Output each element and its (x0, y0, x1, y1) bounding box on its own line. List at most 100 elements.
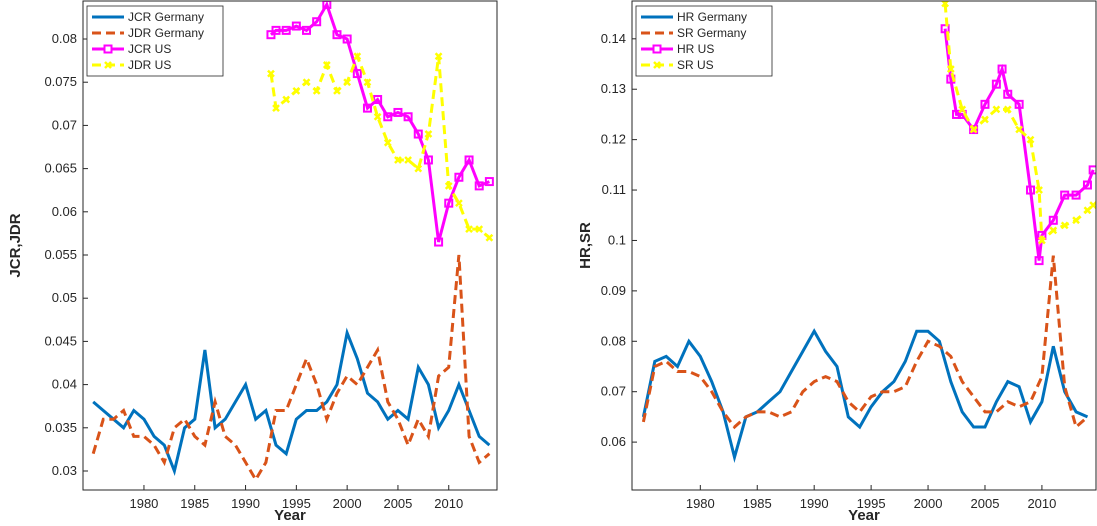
marker (981, 115, 989, 124)
series-line (91, 254, 491, 483)
marker (383, 138, 392, 147)
series-group (641, 1, 1096, 464)
legend-label: HR Germany (677, 10, 747, 24)
axes-box (631, 0, 1097, 491)
series-line (641, 328, 1089, 464)
legend-marker (103, 44, 113, 54)
marker (342, 34, 352, 44)
y-tick-label: 0.07 (601, 384, 626, 399)
x-tick-label: 1985 (743, 496, 772, 511)
marker (393, 107, 403, 117)
marker (363, 78, 372, 87)
x-tick-label: 1985 (180, 496, 209, 511)
x-tick-label: 2010 (1027, 496, 1056, 511)
x-tick-label: 1980 (686, 496, 715, 511)
marker (413, 129, 423, 139)
marker (1060, 190, 1070, 200)
marker (1060, 221, 1069, 230)
marker (312, 86, 321, 95)
y-tick-label: 0.03 (52, 463, 77, 478)
marker (1026, 185, 1036, 195)
y-tick-label: 0.09 (601, 283, 626, 298)
marker (454, 172, 464, 182)
marker (292, 86, 301, 95)
marker (941, 1, 950, 8)
y-tick-label: 0.04 (52, 377, 77, 392)
legend-marker (653, 61, 661, 69)
marker (1072, 216, 1080, 225)
series-group (91, 1, 494, 483)
x-tick-label: 1980 (129, 496, 158, 511)
marker (474, 181, 484, 191)
x-tick-label: 2000 (914, 496, 943, 511)
marker (332, 30, 342, 40)
legend-label: JCR US (128, 42, 171, 56)
marker (1088, 165, 1096, 175)
marker (969, 125, 978, 134)
x-tick-label: 2005 (383, 496, 412, 511)
y-tick-label: 0.14 (601, 31, 626, 46)
marker (322, 61, 331, 69)
marker (434, 52, 443, 61)
series-line (943, 28, 1095, 261)
marker (362, 103, 372, 113)
marker (444, 182, 453, 190)
marker (394, 156, 402, 164)
marker (373, 94, 383, 104)
y-tick-label: 0.035 (44, 420, 77, 435)
legend-label: JDR Germany (128, 26, 204, 40)
marker (312, 17, 322, 27)
marker (353, 52, 362, 61)
marker (475, 225, 484, 233)
y-tick-label: 0.065 (44, 161, 77, 176)
marker (952, 109, 962, 119)
marker (992, 105, 1001, 114)
marker (969, 125, 979, 135)
marker (373, 112, 382, 121)
marker (958, 105, 967, 114)
marker (1049, 226, 1058, 235)
legend-label: SR US (677, 58, 714, 72)
x-tick-label: 1995 (282, 496, 311, 511)
marker (423, 155, 433, 165)
marker (484, 177, 494, 187)
series-line (943, 3, 1095, 244)
y-tick-label: 0.06 (601, 434, 626, 449)
y-tick-label: 0.13 (601, 81, 626, 96)
x-tick-label: 1995 (857, 496, 886, 511)
marker (403, 112, 413, 122)
marker (282, 95, 291, 104)
marker (267, 69, 275, 78)
y-tick-label: 0.05 (52, 290, 77, 305)
y-tick-label: 0.07 (52, 117, 77, 132)
x-tick-label: 2010 (434, 496, 463, 511)
y-tick-label: 0.1 (608, 232, 626, 247)
marker (302, 25, 312, 35)
y-tick-label: 0.06 (52, 204, 77, 219)
marker (1034, 256, 1044, 266)
y-tick-label: 0.08 (52, 31, 77, 46)
legend-label: HR US (677, 42, 714, 56)
marker (1089, 201, 1096, 210)
marker (343, 78, 352, 87)
y-tick-label: 0.11 (602, 182, 626, 197)
y-tick-label: 0.055 (44, 247, 77, 262)
legend-label: JCR Germany (128, 10, 204, 24)
marker (272, 104, 280, 113)
series-line (269, 52, 491, 239)
marker (980, 99, 990, 109)
x-tick-label: 2005 (971, 496, 1000, 511)
marker (271, 25, 281, 35)
legend-label: SR Germany (677, 26, 746, 40)
marker (291, 21, 301, 31)
marker (424, 130, 433, 138)
marker (333, 86, 341, 95)
marker (1048, 215, 1058, 225)
x-tick-label: 1990 (800, 496, 829, 511)
marker (281, 25, 291, 35)
marker (465, 225, 473, 233)
axes-box (82, 0, 498, 491)
marker (322, 1, 332, 9)
